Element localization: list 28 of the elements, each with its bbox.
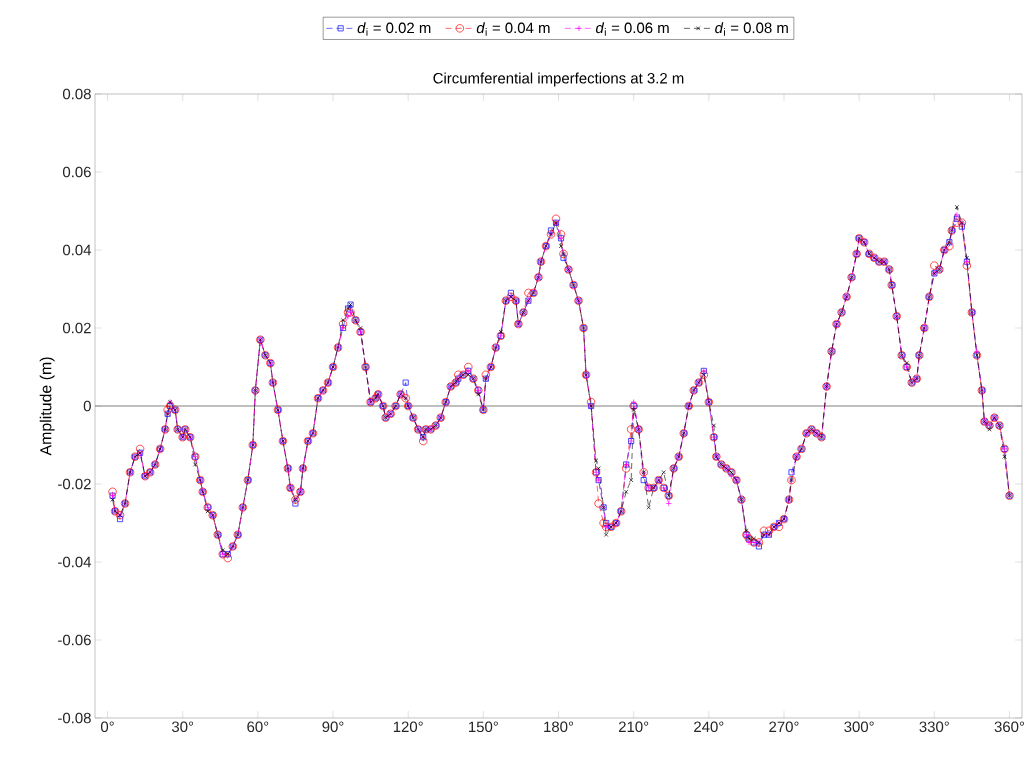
legend-label: d$_{i}$ = 0.06 m <box>595 22 669 36</box>
x-tick-label: 150° <box>469 721 498 733</box>
y-tick-label: -0.04 <box>58 556 92 568</box>
y-tick-label: -0.08 <box>58 712 91 724</box>
x-tick-label: 180° <box>544 721 574 733</box>
x-tick-label: 240° <box>694 721 724 733</box>
y-tick-label: 0.06 <box>62 166 91 178</box>
chart-title: Circumferential imperfections at 3.2 m <box>433 72 684 87</box>
x-tick-label: 300° <box>844 721 874 733</box>
y-tick-label: 0.04 <box>62 244 92 256</box>
legend-label: d$_{i}$ = 0.04 m <box>476 22 550 36</box>
y-tick-label: -0.06 <box>58 634 91 646</box>
x-tick-label: 210° <box>618 721 649 733</box>
y-tick-label: 0.02 <box>62 322 91 334</box>
x-tick-label: 330° <box>919 721 949 733</box>
x-tick-label: 270° <box>769 721 799 733</box>
x-tick-label: 90° <box>322 721 344 733</box>
x-tick-label: 60° <box>247 721 269 733</box>
y-tick-label: 0.08 <box>62 88 91 100</box>
x-tick-label: 120° <box>393 721 423 733</box>
y-tick-label: -0.02 <box>58 478 91 490</box>
legend-label: d$_{i}$ = 0.08 m <box>715 22 788 36</box>
y-axis-title: Amplitude (m) <box>39 357 55 456</box>
y-tick-label: 0 <box>83 400 91 412</box>
x-tick-label: 30° <box>171 721 194 733</box>
legend-label: d$_{i}$ = 0.02 m <box>357 22 431 36</box>
x-tick-label: 360° <box>994 721 1025 733</box>
x-tick-label: 0° <box>100 721 114 733</box>
